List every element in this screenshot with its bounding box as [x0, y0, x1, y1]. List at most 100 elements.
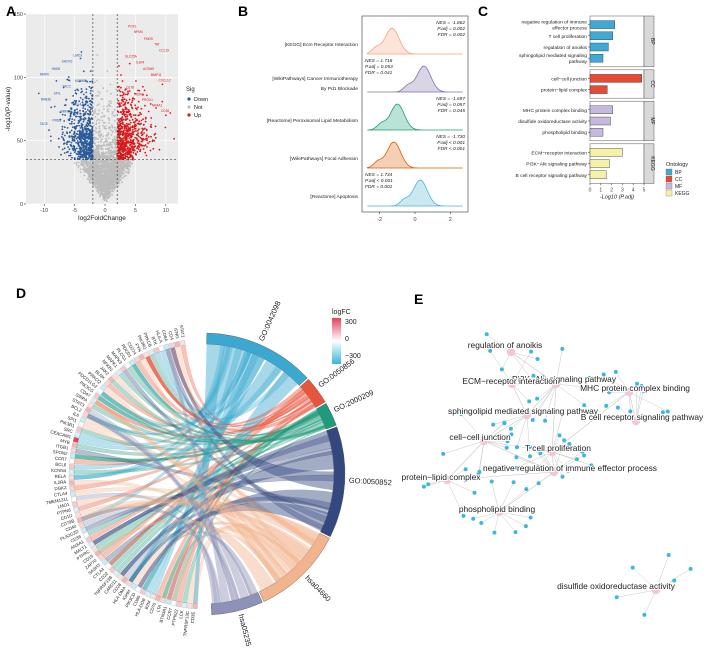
scatter-point: [66, 78, 69, 81]
scatter-point: [97, 146, 100, 149]
scatter-point: [107, 180, 110, 183]
scatter-point: [151, 140, 154, 143]
scatter-point: [129, 164, 132, 167]
scatter-point: [147, 142, 149, 145]
scatter-point: [93, 112, 96, 114]
scatter-point: [86, 80, 89, 83]
scatter-point: [98, 127, 101, 130]
scatter-point: [115, 88, 118, 91]
scatter-point: [113, 187, 116, 190]
scatter-point: [112, 177, 115, 180]
scatter-points: [37, 51, 176, 203]
scatter-point: [88, 122, 91, 125]
scatter-point: [89, 80, 91, 83]
scatter-point: [128, 62, 131, 65]
scatter-point: [105, 148, 107, 151]
scatter-point: [89, 108, 92, 111]
leaf-edge: [616, 589, 657, 598]
scatter-point: [125, 93, 127, 96]
scatter-point: [111, 155, 114, 158]
scatter-point: [71, 120, 73, 123]
scatter-point: [48, 129, 50, 132]
scatter-point: [119, 105, 122, 108]
scatter-point: [62, 131, 64, 134]
scatter-point: [120, 161, 123, 164]
scatter-point: [87, 168, 89, 171]
scatter-point: [104, 189, 106, 191]
scatter-point: [125, 171, 127, 174]
scatter-point: [102, 105, 105, 108]
scatter-point: [79, 153, 82, 156]
scatter-point: [90, 154, 93, 157]
scatter-point: [111, 131, 114, 134]
scatter-point: [73, 136, 76, 139]
scatter-point: [133, 130, 136, 133]
scatter-point: [118, 182, 121, 185]
gene-label: KCNN4: [51, 468, 67, 473]
scatter-point: [71, 126, 74, 129]
scatter-point: [84, 141, 87, 144]
scatter-point: [110, 134, 113, 136]
scatter-point: [86, 170, 89, 172]
scatter-point: [113, 135, 116, 138]
scatter-point: [86, 130, 89, 133]
x-tick-label: 5: [643, 187, 646, 193]
down-gene-label: PRSS: [52, 118, 61, 122]
gene-node: [560, 346, 565, 351]
scatter-point: [110, 162, 113, 165]
term-label: GO:2000209: [332, 388, 375, 414]
scatter-point: [95, 122, 98, 125]
scatter-point: [77, 161, 80, 164]
scatter-point: [142, 85, 144, 88]
scatter-point: [140, 107, 143, 110]
scatter-point: [79, 127, 82, 129]
scatter-point: [116, 175, 119, 178]
scatter-point: [118, 105, 121, 108]
scatter-point: [69, 110, 71, 113]
scatter-point: [115, 170, 118, 173]
legend-swatch-mf: [665, 182, 673, 190]
nes-value: NES = 1.734: [365, 172, 393, 178]
scatter-point: [77, 144, 80, 147]
gene-node: [491, 422, 496, 427]
scatter-point: [90, 117, 93, 119]
legend-label: Not: [194, 105, 203, 111]
scatter-point: [83, 135, 85, 138]
gene-node: [484, 332, 489, 337]
scatter-point: [141, 127, 144, 130]
scatter-point: [94, 167, 97, 170]
hub-label: ECM−receptor interaction: [462, 376, 558, 386]
scatter-point: [97, 178, 100, 181]
gene-node: [528, 454, 532, 459]
panel-label-c: C: [478, 3, 488, 19]
scatter-point: [139, 111, 141, 114]
scatter-point: [109, 174, 111, 177]
scatter-point: [127, 163, 130, 166]
down-gene-label: TACC: [62, 85, 71, 89]
scatter-point: [96, 156, 99, 158]
scatter-point: [94, 176, 97, 179]
scatter-point: [143, 132, 146, 134]
scatter-point: [118, 119, 120, 122]
scatter-point: [87, 164, 90, 167]
scatter-point: [122, 100, 125, 103]
scatter-point: [137, 132, 140, 135]
scatter-point: [106, 109, 108, 112]
scatter-point: [50, 106, 53, 109]
scatter-point: [134, 104, 137, 107]
scatter-point: [144, 120, 147, 123]
gene-node: [528, 515, 533, 520]
scatter-point: [140, 119, 143, 122]
scatter-point: [74, 111, 77, 114]
scatter-point: [101, 98, 104, 101]
up-gene-label: NPM4: [134, 30, 143, 34]
scatter-point: [140, 132, 142, 134]
scatter-point: [107, 110, 110, 113]
scatter-point: [137, 130, 139, 132]
scatter-point: [72, 139, 74, 142]
scatter-point: [73, 119, 76, 121]
scatter-point: [118, 103, 121, 106]
scatter-point: [96, 170, 99, 173]
scatter-point: [135, 80, 137, 82]
scatter-point: [62, 143, 65, 145]
